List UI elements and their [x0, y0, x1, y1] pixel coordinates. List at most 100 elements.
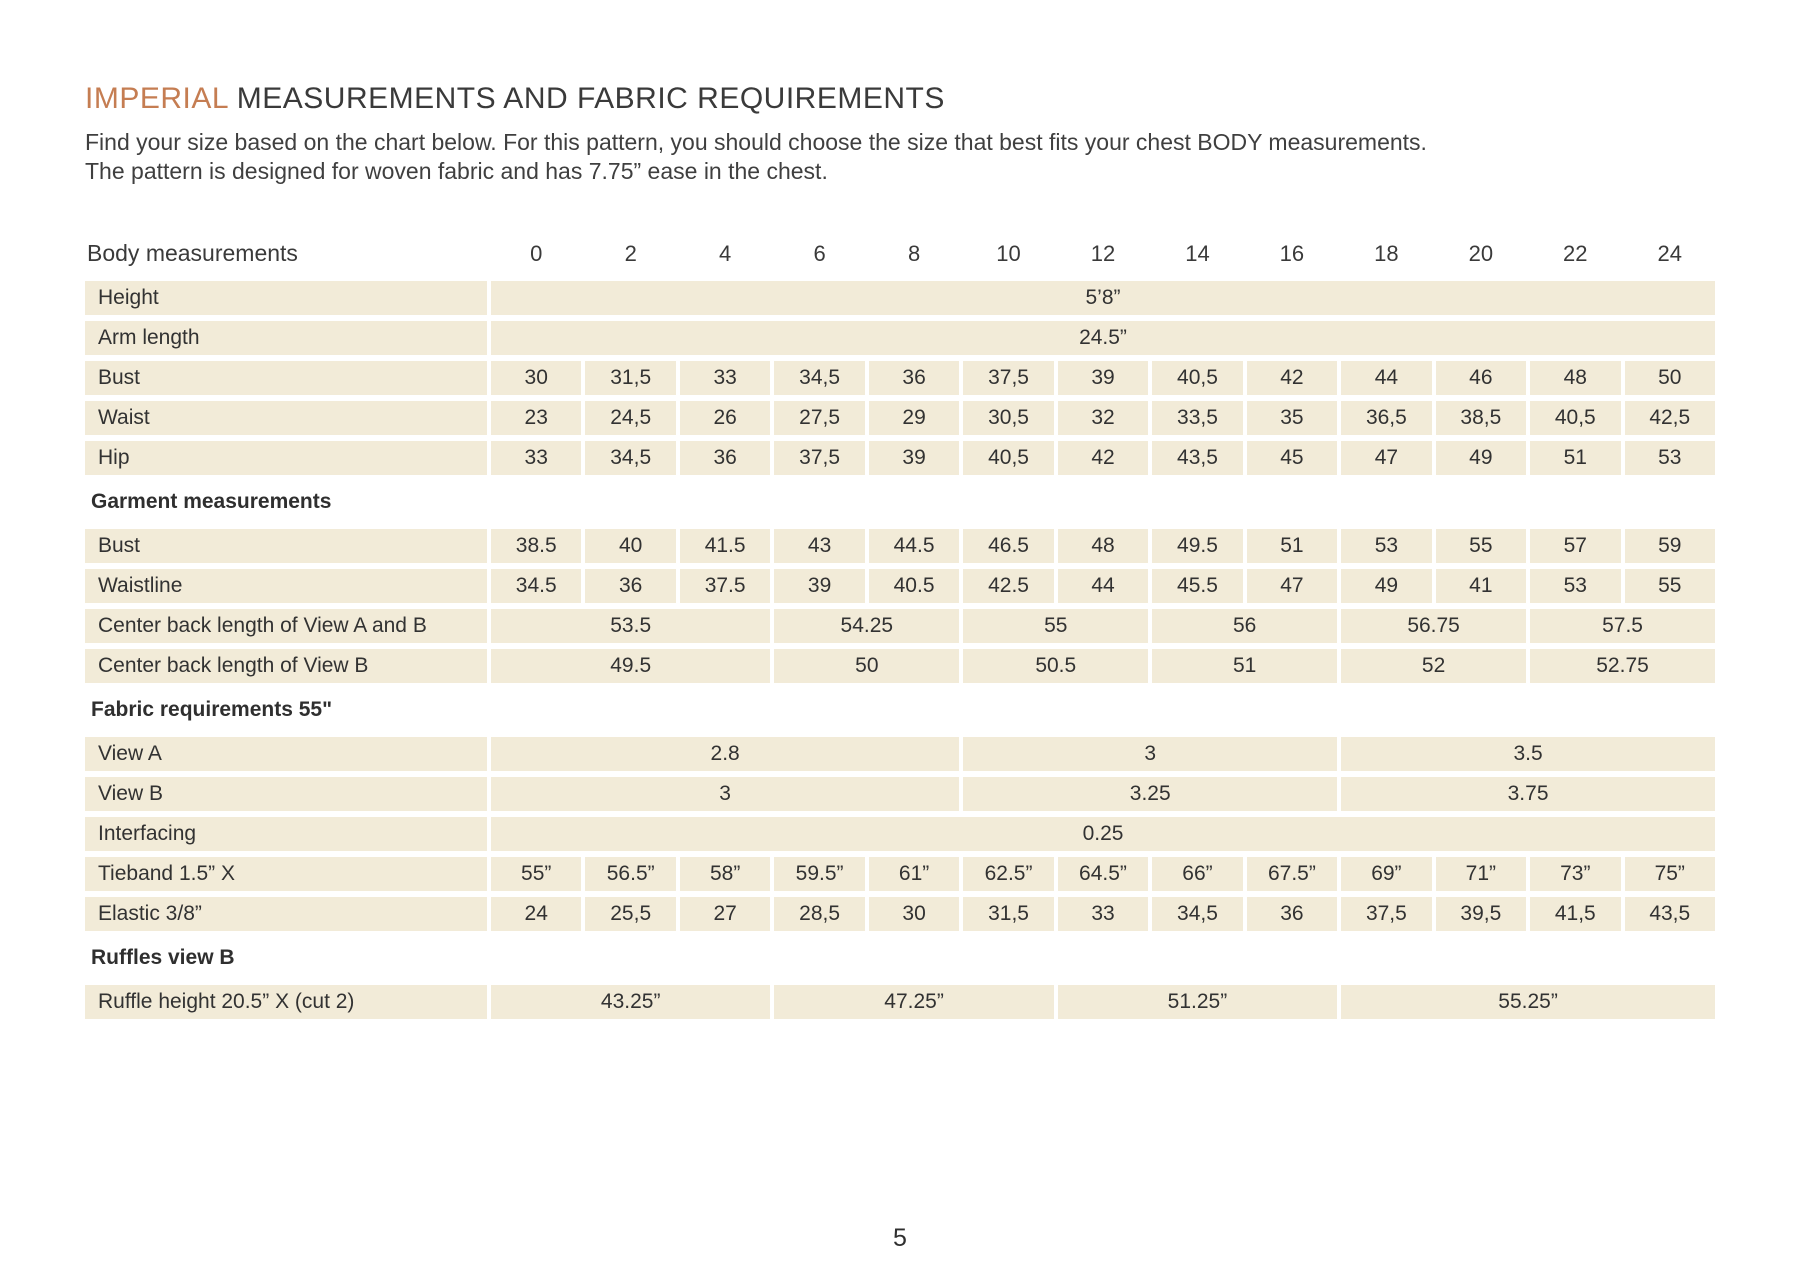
table-cell: 44.5 [868, 528, 960, 563]
table-row: Center back length of View A and B 53.5 54… [85, 608, 1715, 643]
page-content: IMPERIAL MEASUREMENTS AND FABRIC REQUIRE… [85, 82, 1715, 1025]
table-cell: 57 [1530, 528, 1621, 563]
table-cell: 61” [868, 856, 960, 891]
table-cell: 41 [1435, 568, 1527, 603]
section-header: Garment measurements [91, 489, 332, 513]
table-row: Bust 30 31,5 33 34,5 36 37,5 39 40,5 42 44 46 48 50 [85, 360, 1715, 395]
table-cell: 33 [1057, 896, 1149, 931]
table-cell: 38,5 [1435, 400, 1527, 435]
table-cell: 33,5 [1152, 400, 1243, 435]
table-cell: 46.5 [963, 528, 1054, 563]
table-row: Elastic 3/8” 24 25,5 27 28,5 30 31,5 33 34,5 36 37… [85, 896, 1715, 931]
table-cell: 43.25” [491, 984, 771, 1019]
table-cell: 52 [1341, 648, 1527, 683]
table-cell: 30 [868, 896, 960, 931]
row-label: Ruffle height 20.5” X (cut 2) [85, 984, 487, 1019]
table-cell: 26 [679, 400, 771, 435]
table-cell: 40,5 [1152, 360, 1243, 395]
table-cell: 36 [868, 360, 960, 395]
table-cell: 42 [1057, 440, 1149, 475]
size-table-header-row: Body measurements 0 2 4 6 8 10 12 14 16 18 20 22 24 [85, 229, 1715, 267]
row-label: Waist [85, 400, 487, 435]
table-cell: 56 [1152, 608, 1338, 643]
size-column-header: 6 [813, 240, 826, 266]
size-column-header: 18 [1374, 240, 1399, 266]
table-cell: 62.5” [963, 856, 1054, 891]
table-cell: 41.5 [679, 528, 771, 563]
table-cell: 39 [868, 440, 960, 475]
table-row: Arm length 24.5” [85, 320, 1715, 355]
size-column-header: 14 [1185, 240, 1210, 266]
table-cell: 39 [1057, 360, 1149, 395]
table-cell: 47 [1341, 440, 1432, 475]
page-title: IMPERIAL MEASUREMENTS AND FABRIC REQUIRE… [85, 82, 1715, 116]
table-cell: 31,5 [585, 360, 676, 395]
table-cell: 36,5 [1341, 400, 1432, 435]
table-cell: 40 [585, 528, 676, 563]
row-label: Bust [85, 528, 487, 563]
row-label: Interfacing [85, 816, 487, 851]
table-cell: 0.25 [491, 816, 1715, 851]
table-cell: 49.5 [491, 648, 771, 683]
table-cell: 59.5” [774, 856, 865, 891]
table-cell: 59 [1624, 528, 1715, 563]
table-cell: 55” [491, 856, 582, 891]
table-cell: 51 [1246, 528, 1338, 563]
intro-text: Find your size based on the chart below.… [85, 128, 1715, 187]
table-cell: 55 [1435, 528, 1527, 563]
table-cell: 34,5 [585, 440, 676, 475]
row-label: Elastic 3/8” [85, 896, 487, 931]
header-label: Body measurements [87, 239, 298, 266]
size-column-header: 0 [530, 240, 543, 266]
table-cell: 33 [491, 440, 582, 475]
table-row: Height 5’8” [85, 280, 1715, 315]
row-label: Tieband 1.5” X [85, 856, 487, 891]
table-cell: 56.5” [585, 856, 676, 891]
intro-line-1: Find your size based on the chart below.… [85, 129, 1427, 155]
section-header: Ruffles view B [91, 945, 235, 969]
table-cell: 43,5 [1152, 440, 1243, 475]
table-cell: 53 [1530, 568, 1621, 603]
table-cell: 50 [1624, 360, 1715, 395]
table-cell: 75” [1624, 856, 1715, 891]
table-cell: 50.5 [963, 648, 1149, 683]
table-cell: 73” [1530, 856, 1621, 891]
table-cell: 40,5 [1530, 400, 1621, 435]
row-label: Arm length [85, 320, 487, 355]
table-cell: 23 [491, 400, 582, 435]
table-cell: 25,5 [585, 896, 676, 931]
table-cell: 54.25 [774, 608, 960, 643]
table-row: View A 2.8 3 3.5 [85, 736, 1715, 771]
row-label: Center back length of View B [85, 648, 487, 683]
intro-line-2: The pattern is designed for woven fabric… [85, 158, 828, 185]
table-cell: 49.5 [1152, 528, 1243, 563]
table-cell: 53 [1341, 528, 1432, 563]
table-cell: 37.5 [679, 568, 771, 603]
table-cell: 41,5 [1530, 896, 1621, 931]
table-cell: 55 [963, 608, 1149, 643]
table-cell: 36 [679, 440, 771, 475]
table-cell: 39,5 [1435, 896, 1527, 931]
table-cell: 39 [774, 568, 865, 603]
row-label: Hip [85, 440, 487, 475]
table-cell: 57.5 [1530, 608, 1715, 643]
table-cell: 3 [963, 736, 1338, 771]
table-cell: 33 [679, 360, 771, 395]
table-row: Waist 23 24,5 26 27,5 29 30,5 32 33,5 35 36,5 38,5 4… [85, 400, 1715, 435]
table-cell: 44 [1057, 568, 1149, 603]
row-label: Height [85, 280, 487, 315]
table-cell: 27 [679, 896, 771, 931]
table-cell: 31,5 [963, 896, 1054, 931]
size-table: Body measurements 0 2 4 6 8 10 12 14 16 18 20 22 24 … [85, 229, 1715, 1019]
table-cell: 37,5 [774, 440, 865, 475]
table-cell: 42,5 [1624, 400, 1715, 435]
table-row: Tieband 1.5” X 55” 56.5” 58” 59.5” 61” 62.5” 64… [85, 856, 1715, 891]
table-cell: 69” [1341, 856, 1432, 891]
table-row: Center back length of View B 49.5 50 50.5 51… [85, 648, 1715, 683]
table-row: View B 3 3.25 3.75 [85, 776, 1715, 811]
size-column-header: 20 [1468, 240, 1494, 266]
table-cell: 51 [1152, 648, 1338, 683]
table-cell: 37,5 [1341, 896, 1432, 931]
table-cell: 43 [774, 528, 865, 563]
